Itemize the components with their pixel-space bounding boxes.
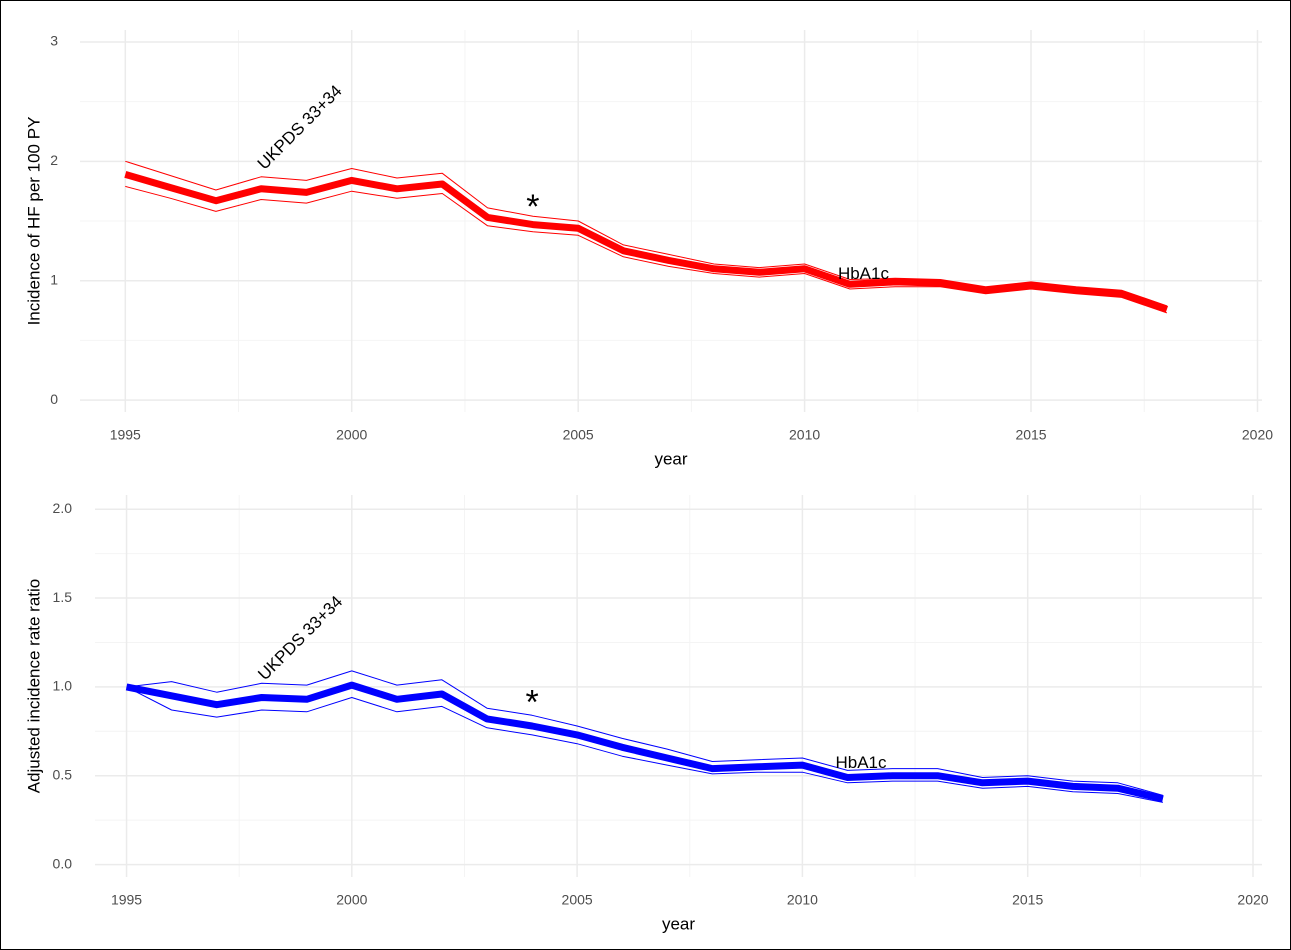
x-tick-label: 2000 [336, 892, 367, 908]
x-tick-label: 2020 [1237, 892, 1268, 908]
annotation: HbA1c [838, 264, 890, 283]
lower-bound-line [125, 185, 1168, 314]
x-tick-label: 2010 [789, 427, 820, 443]
upper-bound-line [126, 670, 1164, 796]
y-tick-label: 2 [50, 152, 58, 168]
x-tick-label: 2000 [336, 427, 367, 443]
y-axis-title: Incidence of HF per 100 PY [24, 117, 43, 326]
y-tick-label: 2.0 [53, 500, 73, 516]
x-tick-label: 2020 [1242, 427, 1273, 443]
x-tick-label: 2005 [562, 892, 593, 908]
annotation: * [526, 188, 539, 226]
y-tick-label: 1.5 [53, 589, 73, 605]
x-tick-label: 2015 [1012, 892, 1043, 908]
y-tick-label: 0.5 [53, 766, 73, 782]
y-tick-label: 1.0 [53, 678, 73, 694]
y-tick-label: 0.0 [53, 855, 73, 871]
annotation: * [525, 684, 538, 722]
y-tick-label: 1 [50, 271, 58, 287]
y-tick-label: 0 [50, 391, 58, 407]
x-tick-label: 2005 [563, 427, 594, 443]
main-line [125, 681, 1164, 803]
y-tick-label: 3 [50, 33, 58, 49]
main-line [124, 171, 1169, 313]
annotation: HbA1c [835, 753, 887, 772]
x-tick-label: 1995 [111, 892, 142, 908]
x-axis-title: year [662, 914, 695, 933]
x-tick-label: 1995 [110, 427, 141, 443]
x-axis-title: year [654, 449, 687, 468]
x-tick-label: 2015 [1015, 427, 1046, 443]
lower-bound-line [126, 686, 1163, 803]
y-axis-title: Adjusted incidence rate ratio [24, 579, 43, 794]
x-tick-label: 2010 [787, 892, 818, 908]
